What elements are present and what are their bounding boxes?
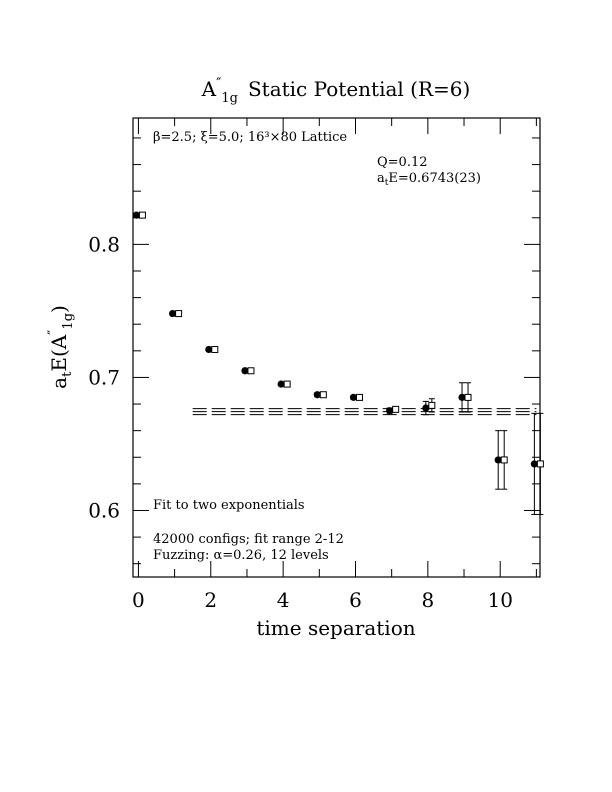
data-point-square — [211, 345, 219, 353]
data-point-square — [355, 393, 363, 401]
fit-band — [192, 408, 537, 416]
x-tick-label: 2 — [204, 588, 217, 612]
fit-label: Fit to two exponentials — [153, 498, 305, 513]
data-point-circle — [349, 393, 358, 401]
data-point-circle — [277, 380, 285, 388]
ylabel-prime: ″ — [46, 330, 62, 335]
title-sub: 1g — [221, 91, 238, 106]
y-axis-title: atE(A″1g) — [46, 305, 76, 389]
plot-frame — [132, 117, 541, 578]
ylabel-sub: 1g — [61, 313, 76, 330]
data-point-square — [283, 380, 291, 388]
data-point-square — [392, 405, 400, 413]
y-tick-label: 0.6 — [88, 498, 120, 522]
data-point-circle — [169, 309, 177, 318]
data-point-square — [500, 456, 508, 464]
ylabel-close: ) — [47, 305, 71, 313]
ylabel-a-sub: t — [60, 371, 75, 377]
data-point-square — [175, 310, 183, 318]
data-point-circle — [205, 345, 213, 354]
x-tick-label: 6 — [349, 588, 362, 612]
x-tick-label: 4 — [277, 588, 290, 612]
x-tick-label: 10 — [487, 588, 512, 612]
data-point-square — [536, 460, 544, 468]
data-point-circle — [313, 391, 321, 399]
data-point-square — [428, 401, 436, 409]
data-point-circle — [422, 404, 430, 412]
data-points — [132, 211, 544, 515]
tick-labels: 0 2 4 6 8 10 0.6 0.7 0.8 — [88, 232, 513, 612]
title-rest: Static Potential (R=6) — [248, 77, 470, 101]
title-main: A — [201, 77, 217, 101]
y-tick-label: 0.7 — [88, 365, 120, 389]
ylabel-a: a — [47, 377, 71, 389]
fuzzing-annotation: Fuzzing: α=0.26, 12 levels — [153, 548, 329, 563]
configs-annotation: 42000 configs; fit range 2-12 — [153, 532, 344, 547]
lattice-annotation: β=2.5; ξ=5.0; 16³×80 Lattice — [153, 130, 347, 145]
axis-ticks — [133, 118, 540, 577]
ylabel-e: E(A — [47, 334, 71, 371]
x-axis-title: time separation — [256, 616, 415, 640]
data-point-circle — [132, 211, 141, 219]
x-tick-label: 0 — [132, 588, 145, 612]
q-annotation: Q=0.12 — [377, 155, 428, 170]
energy-annotation: atE=0.6743(23) — [377, 171, 481, 188]
energy-a: a — [377, 171, 385, 186]
data-point-square — [247, 367, 255, 375]
energy-rest: E=0.6743(23) — [388, 171, 481, 186]
data-point-circle — [241, 367, 249, 375]
data-point-circle — [494, 456, 502, 464]
data-point-circle — [530, 460, 538, 468]
energy-sub: t — [385, 178, 389, 188]
data-point-square — [138, 211, 146, 219]
data-point-square — [464, 393, 472, 401]
x-tick-label: 8 — [421, 588, 434, 612]
title-prime: ″ — [216, 76, 221, 92]
data-point-circle — [386, 407, 394, 415]
y-tick-label: 0.8 — [88, 232, 120, 256]
chart-title: A″1g Static Potential (R=6) — [201, 76, 471, 106]
data-point-circle — [458, 393, 466, 401]
data-point-square — [319, 391, 327, 399]
